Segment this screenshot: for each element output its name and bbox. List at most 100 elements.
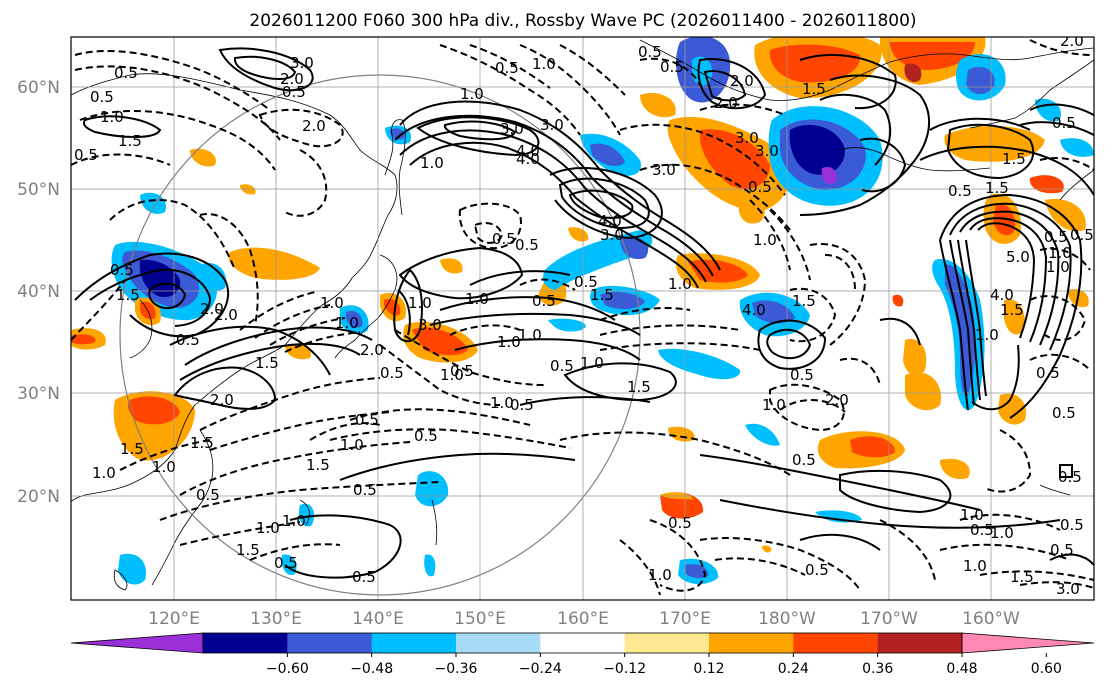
contour-label: 3.0 — [500, 120, 524, 138]
contour-label: 0.5 — [176, 331, 200, 349]
contour-label: 1.5 — [802, 80, 826, 98]
colorbar-tick-label: 0.48 — [946, 661, 977, 677]
contour-label: 2.0 — [280, 70, 304, 88]
contour-label: 1.5 — [627, 378, 651, 396]
contour-label: 0.5 — [1052, 114, 1076, 132]
contour-label: 1.0 — [990, 524, 1014, 542]
contour-label: 1.0 — [518, 326, 542, 344]
colorbar-tick-label: −0.48 — [350, 661, 393, 677]
contour-label: 3.0 — [418, 316, 442, 334]
contour-label: 1.5 — [255, 354, 279, 372]
contour-label: 0.5 — [380, 364, 404, 382]
contour-label: 2.0 — [825, 391, 849, 409]
contour-label: 5.0 — [1006, 248, 1030, 266]
contour-label: 0.5 — [1052, 404, 1076, 422]
contour-label: 0.5 — [790, 366, 814, 384]
contour-label: 2.0 — [214, 306, 238, 324]
colorbar-tick-label: 0.24 — [778, 661, 809, 677]
lon-label: 170°E — [659, 609, 711, 629]
contour-label: 0.5 — [414, 427, 438, 445]
contour-label: 1.0 — [408, 294, 432, 312]
colorbar-tick-label: −0.12 — [603, 661, 646, 677]
contour-label: 0.5 — [352, 568, 376, 586]
lat-label: 60°N — [17, 78, 60, 98]
colorbar-extend-low — [70, 632, 204, 654]
contour-label: 0.5 — [668, 514, 692, 532]
colorbar: −0.60 −0.48 −0.36 −0.24 −0.12 0.12 0.24 0.36 0.4… — [70, 632, 1095, 677]
contour-label: 1.0 — [282, 512, 306, 530]
contour-label: 1.0 — [975, 326, 999, 344]
contour-lines — [71, 39, 1094, 596]
contour-label: 1.0 — [497, 333, 521, 351]
contour-label: 4.0 — [516, 150, 540, 168]
contour-label: 1.5 — [792, 292, 816, 310]
contour-label: 1.0 — [335, 314, 359, 332]
lon-label: 180°W — [758, 609, 816, 629]
contour-label: 3.0 — [755, 142, 779, 160]
colorbar-tick-label: −0.36 — [435, 661, 478, 677]
graticule — [71, 37, 1094, 600]
contour-label: 4.0 — [516, 142, 540, 160]
contour-label: 1.0 — [256, 519, 280, 537]
contour-label: 1.0 — [460, 85, 484, 103]
colorbar-frame — [202, 632, 963, 654]
contour-label: 1.0 — [490, 394, 514, 412]
contour-label: 1.0 — [100, 108, 124, 126]
contour-label: 0.5 — [515, 236, 539, 254]
contour-label: 0.5 — [110, 261, 134, 279]
contour-label: 0.5 — [1050, 541, 1074, 559]
contour-label: 0.5 — [1060, 516, 1084, 534]
shading-layer — [71, 37, 1094, 585]
contour-label: 1.0 — [762, 396, 786, 414]
contour-label: 3.0 — [540, 116, 564, 134]
contour-label: 1.5 — [590, 286, 614, 304]
colorbar-tick-label: 0.36 — [862, 661, 893, 677]
contour-label: 4.0 — [598, 212, 622, 230]
contour-label: 1.0 — [465, 290, 489, 308]
contour-label: 0.5 — [748, 178, 772, 196]
contour-label: 0.5 — [550, 357, 574, 375]
colorbar-swatch — [540, 633, 626, 653]
contour-label: 0.5 — [274, 554, 298, 572]
contour-label: 2.0 — [200, 300, 224, 318]
lon-label: 160°W — [962, 609, 1020, 629]
contour-label: 3.0 — [735, 129, 759, 147]
figure-title: 2026011200 F060 300 hPa div., Rossby Wav… — [249, 11, 916, 31]
lat-label: 40°N — [17, 282, 60, 302]
contour-label: 1.0 — [420, 154, 444, 172]
colorbar-swatch — [203, 633, 288, 653]
contour-label: 1.5 — [190, 434, 214, 452]
lat-label: 20°N — [17, 487, 60, 507]
contour-label: 0.5 — [492, 230, 516, 248]
contour-label: 1.5 — [236, 541, 260, 559]
contour-label: 0.5 — [1044, 228, 1068, 246]
colorbar-swatch — [709, 633, 794, 653]
contour-label: 2.0 — [210, 391, 234, 409]
colorbar-swatch — [287, 633, 373, 653]
contour-label: 1.0 — [320, 294, 344, 312]
colorbar-swatch — [456, 633, 541, 653]
colorbar-swatch — [793, 633, 879, 653]
contour-label: 0.5 — [74, 146, 98, 164]
contour-label: 1.5 — [116, 286, 140, 304]
colorbar-tick-label: 0.60 — [1031, 661, 1062, 677]
colorbar-tick-label: −0.60 — [266, 661, 309, 677]
lon-label: 120°E — [148, 609, 200, 629]
contour-label: 1.0 — [963, 557, 987, 575]
contour-label: 1.0 — [340, 436, 364, 454]
contour-label: 1.0 — [668, 275, 692, 293]
contour-label: 0.5 — [948, 182, 972, 200]
contour-label: 0.5 — [792, 451, 816, 469]
contour-label: 4.0 — [990, 286, 1014, 304]
colorbar-swatch — [371, 633, 457, 653]
contour-label: 1.5 — [120, 440, 144, 458]
contour-label: 4.0 — [742, 301, 766, 319]
contour-label: 0.5 — [1070, 226, 1094, 244]
contour-label: 1.0 — [1046, 258, 1070, 276]
lat-axis: 60°N 50°N 40°N 30°N 20°N — [17, 78, 60, 507]
contour-label: 0.5 — [1058, 468, 1082, 486]
contour-label: 1.0 — [440, 366, 464, 384]
contour-label: 1.0 — [152, 458, 176, 476]
contour-label-layer: 3.0 2.0 0.5 0.5 1.5 0.5 1.0 0.5 2.0 1.0 … — [74, 37, 1094, 598]
